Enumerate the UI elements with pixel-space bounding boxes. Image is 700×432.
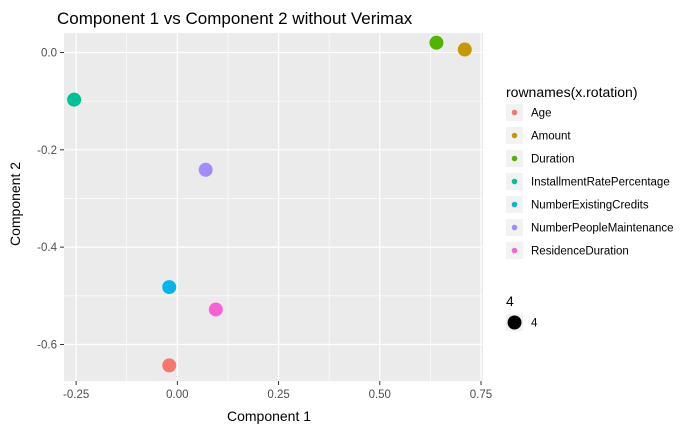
x-tick-label: 0.25 [267,389,289,401]
x-tick-label: 0.75 [470,389,492,401]
data-point-installment-rate-percentage [67,92,82,107]
plot-panel [64,33,483,381]
grid [64,33,483,381]
x-axis-title: Component 1 [227,408,311,424]
legend-label: NumberExistingCredits [531,200,649,212]
legend-label: Duration [531,154,574,166]
x-tick-label: -0.25 [63,389,89,401]
legend-swatch [511,155,518,162]
data-point-duration [429,35,444,50]
data-point-age [162,358,177,373]
legend-swatch [511,109,518,116]
axis-ticks: -0.25 0.00 0.25 0.50 0.75 0.0 -0.2 -0.4 -0.6 [37,47,492,401]
legend-label: Age [531,108,551,120]
color-legend-title: rownames(x.rotation) [506,84,638,100]
legend-swatch [511,247,518,254]
size-legend-label: 4 [531,318,538,330]
data-points [67,35,472,373]
x-tick-label: 0.50 [369,389,391,401]
y-tick-label: 0.0 [41,47,57,59]
panel-background [64,33,483,381]
size-legend-symbol [507,315,522,330]
y-tick-label: -0.4 [37,242,57,254]
x-tick-label: 0.00 [166,389,188,401]
color-legend: Age Amount Duration InstallmentRatePercenta… [506,104,674,259]
y-tick-label: -0.2 [37,145,57,157]
size-legend: 4 [506,314,538,331]
legend-label: InstallmentRatePercentage [531,177,670,189]
legend-label: ResidenceDuration [531,246,629,258]
y-axis-title: Component 2 [7,162,23,246]
data-point-amount [457,42,472,57]
data-point-number-people-maintenance [198,162,213,177]
data-point-residence-duration [208,302,223,317]
size-legend-title: 4 [506,293,514,309]
chart-title: Component 1 vs Component 2 without Verim… [57,9,413,28]
legend-swatch [511,178,518,185]
legend-swatch [511,201,518,208]
legend-label: Amount [531,131,571,143]
data-point-number-existing-credits [162,280,177,295]
y-tick-label: -0.6 [37,339,57,351]
legend-swatch [511,224,518,231]
legend-label: NumberPeopleMaintenance [531,223,674,235]
legend-swatch [511,132,518,139]
